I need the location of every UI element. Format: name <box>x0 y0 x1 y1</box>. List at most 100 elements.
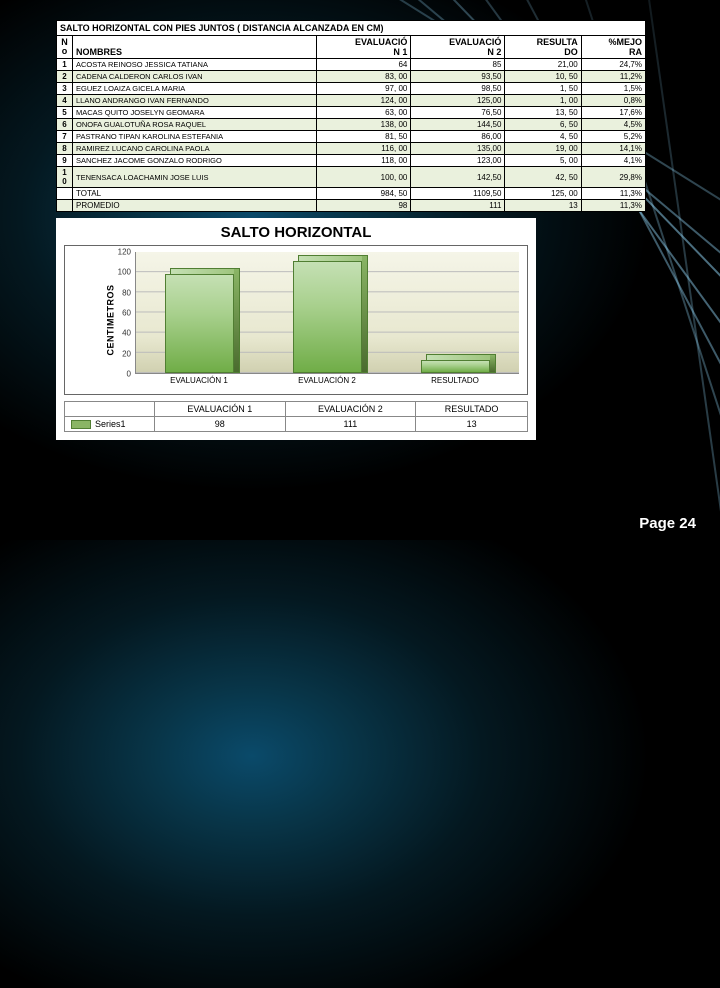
row-mej: 4,1% <box>581 155 645 167</box>
row-res: 13, 50 <box>505 107 581 119</box>
col-names: NOMBRES <box>73 36 317 59</box>
table-title: SALTO HORIZONTAL CON PIES JUNTOS ( DISTA… <box>57 21 646 36</box>
row-e2: 144,50 <box>411 119 505 131</box>
row-no: 7 <box>57 131 73 143</box>
row-res: 5, 00 <box>505 155 581 167</box>
row-res: 6, 50 <box>505 119 581 131</box>
footer-label: PROMEDIO <box>73 200 317 212</box>
chart-data-table: EVALUACIÓN 1 EVALUACIÓN 2 RESULTADO Seri… <box>64 401 528 432</box>
row-mej: 1,5% <box>581 83 645 95</box>
slide-content: SALTO HORIZONTAL CON PIES JUNTOS ( DISTA… <box>56 20 646 440</box>
row-res: 42, 50 <box>505 167 581 188</box>
row-res: 10, 50 <box>505 71 581 83</box>
footer-label: TOTAL <box>73 188 317 200</box>
row-no: 9 <box>57 155 73 167</box>
chart-xlabel: EVALUACIÓN 2 <box>298 376 356 385</box>
chart-box: CENTIMETROS 020406080100120 EVALUACIÓN 1… <box>64 245 528 395</box>
chart-container: SALTO HORIZONTAL CENTIMETROS 02040608010… <box>56 218 536 440</box>
ytick: 80 <box>113 288 131 297</box>
chart-cat-1: EVALUACIÓN 2 <box>285 402 416 417</box>
chart-bar <box>421 360 490 373</box>
row-no: 1 <box>57 59 73 71</box>
row-e2: 98,50 <box>411 83 505 95</box>
row-no: 5 <box>57 107 73 119</box>
row-e2: 125,00 <box>411 95 505 107</box>
row-e1: 116, 00 <box>317 143 411 155</box>
row-mej: 0,8% <box>581 95 645 107</box>
chart-xlabel: EVALUACIÓN 1 <box>170 376 228 385</box>
legend-swatch <box>71 420 91 429</box>
row-res: 19, 00 <box>505 143 581 155</box>
chart-cat-2: RESULTADO <box>416 402 528 417</box>
table-footer-row: TOTAL984, 501109,50125, 0011,3% <box>57 188 646 200</box>
row-name: TENENSACA LOACHAMIN JOSE LUIS <box>73 167 317 188</box>
chart-xlabels: EVALUACIÓN 1 EVALUACIÓN 2 RESULTADO <box>135 376 519 392</box>
chart-series-label: Series1 <box>65 417 155 432</box>
chart-cat-0: EVALUACIÓN 1 <box>155 402 286 417</box>
row-name: SANCHEZ JACOME GONZALO RODRIGO <box>73 155 317 167</box>
table-footer-row: PROMEDIO981111311,3% <box>57 200 646 212</box>
row-e1: 97, 00 <box>317 83 411 95</box>
row-mej: 29,8% <box>581 167 645 188</box>
row-mej: 5,2% <box>581 131 645 143</box>
row-name: RAMIREZ LUCANO CAROLINA PAOLA <box>73 143 317 155</box>
row-name: ACOSTA REINOSO JESSICA TATIANA <box>73 59 317 71</box>
row-res: 4, 50 <box>505 131 581 143</box>
row-res: 21,00 <box>505 59 581 71</box>
row-e2: 142,50 <box>411 167 505 188</box>
row-e1: 118, 00 <box>317 155 411 167</box>
row-mej: 11,2% <box>581 71 645 83</box>
ytick: 20 <box>113 349 131 358</box>
ytick: 120 <box>113 248 131 257</box>
row-e1: 138, 00 <box>317 119 411 131</box>
row-name: PASTRANO TIPAN KAROLINA ESTEFANIA <box>73 131 317 143</box>
col-eval2: EVALUACIÓN 2 <box>411 36 505 59</box>
chart-bar <box>293 261 362 373</box>
table-row: 3EGUEZ LOAIZA GICELA MARIA97, 0098,501, … <box>57 83 646 95</box>
row-e1: 81, 50 <box>317 131 411 143</box>
ytick: 100 <box>113 268 131 277</box>
row-e2: 93,50 <box>411 71 505 83</box>
row-e1: 83, 00 <box>317 71 411 83</box>
row-mej: 4,5% <box>581 119 645 131</box>
row-no: 2 <box>57 71 73 83</box>
row-no: 6 <box>57 119 73 131</box>
row-name: CADENA CALDERON CARLOS IVAN <box>73 71 317 83</box>
chart-val-2: 13 <box>416 417 528 432</box>
row-mej: 14,1% <box>581 143 645 155</box>
row-e1: 64 <box>317 59 411 71</box>
row-name: ONOFA GUALOTUÑA ROSA RAQUEL <box>73 119 317 131</box>
row-no: 1 0 <box>57 167 73 188</box>
table-row: 1ACOSTA REINOSO JESSICA TATIANA648521,00… <box>57 59 646 71</box>
row-e2: 76,50 <box>411 107 505 119</box>
data-table: SALTO HORIZONTAL CON PIES JUNTOS ( DISTA… <box>56 20 646 212</box>
col-no: No <box>57 36 73 59</box>
row-name: EGUEZ LOAIZA GICELA MARIA <box>73 83 317 95</box>
chart-plot <box>135 252 519 374</box>
table-row: 2CADENA CALDERON CARLOS IVAN83, 0093,501… <box>57 71 646 83</box>
col-eval1: EVALUACIÓN 1 <box>317 36 411 59</box>
table-row: 8RAMIREZ LUCANO CAROLINA PAOLA116, 00135… <box>57 143 646 155</box>
row-e1: 124, 00 <box>317 95 411 107</box>
row-e1: 100, 00 <box>317 167 411 188</box>
row-res: 1, 00 <box>505 95 581 107</box>
row-res: 1, 50 <box>505 83 581 95</box>
chart-bar <box>165 274 234 373</box>
chart-val-1: 111 <box>285 417 416 432</box>
chart-xlabel: RESULTADO <box>431 376 479 385</box>
row-no: 4 <box>57 95 73 107</box>
row-e1: 63, 00 <box>317 107 411 119</box>
row-mej: 24,7% <box>581 59 645 71</box>
row-no: 3 <box>57 83 73 95</box>
ytick: 40 <box>113 329 131 338</box>
table-row: 4LLANO ANDRANGO IVAN FERNANDO124, 00125,… <box>57 95 646 107</box>
table-row: 7PASTRANO TIPAN KAROLINA ESTEFANIA81, 50… <box>57 131 646 143</box>
table-row: 5MACAS QUITO JOSELYN GEOMARA63, 0076,501… <box>57 107 646 119</box>
chart-val-0: 98 <box>155 417 286 432</box>
ytick: 0 <box>113 370 131 379</box>
row-name: LLANO ANDRANGO IVAN FERNANDO <box>73 95 317 107</box>
row-no: 8 <box>57 143 73 155</box>
page-number: Page 24 <box>639 515 696 532</box>
row-mej: 17,6% <box>581 107 645 119</box>
row-name: MACAS QUITO JOSELYN GEOMARA <box>73 107 317 119</box>
